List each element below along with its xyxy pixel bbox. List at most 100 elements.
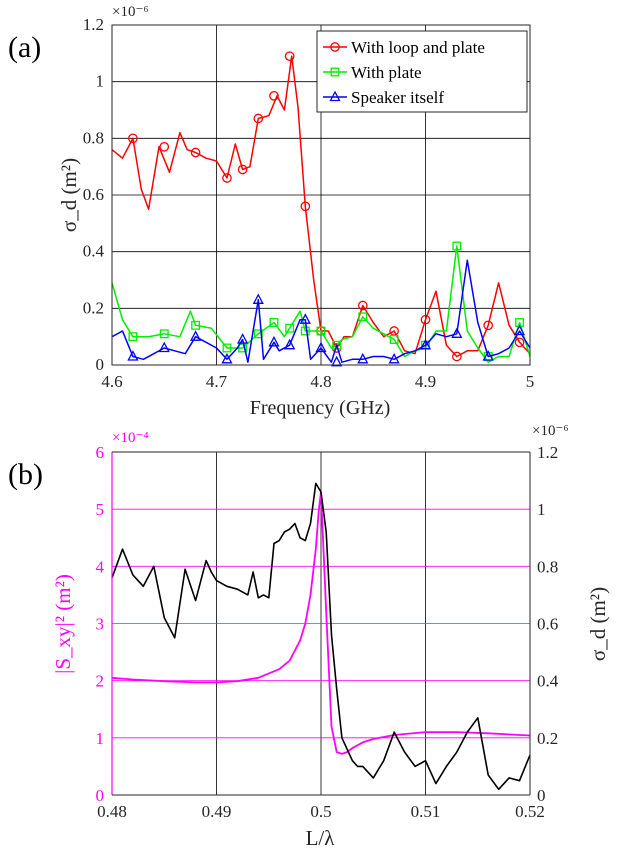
- y-tick-label: 1.2: [83, 15, 104, 34]
- y-right-multiplier: ×10⁻⁶: [532, 423, 569, 439]
- y-tick-label: 0.4: [83, 242, 105, 261]
- legend-entry: Speaker itself: [351, 88, 444, 107]
- legend-marker: [330, 67, 340, 77]
- x-tick-label: 0.51: [411, 802, 441, 821]
- y-axis-label: σ_d (m²): [57, 158, 81, 232]
- data-point: [222, 343, 232, 353]
- data-point: [316, 326, 326, 336]
- data-point: [331, 355, 343, 367]
- data-point: [222, 173, 232, 183]
- panel-label-b: (b): [8, 458, 43, 491]
- data-point: [357, 300, 368, 311]
- legend-box: [316, 30, 528, 113]
- y-left-multiplier: ×10⁻⁴: [112, 430, 149, 446]
- data-point: [221, 352, 233, 364]
- y-tick-label: 0.2: [83, 298, 104, 317]
- data-point: [128, 133, 138, 144]
- y-left-tick-label: 4: [96, 557, 105, 576]
- y-tick-label: 1: [96, 72, 105, 91]
- data-point: [300, 201, 311, 212]
- y-tick-label: 0.6: [83, 185, 104, 204]
- y-multiplier: ×10⁻⁶: [112, 4, 149, 20]
- data-point: [158, 341, 170, 353]
- y-left-tick-label: 6: [96, 443, 105, 462]
- data-point: [451, 351, 462, 362]
- x-tick-label: 4.7: [206, 372, 228, 391]
- data-point: [332, 340, 342, 350]
- panel-label-a: (a): [8, 31, 41, 64]
- data-point: [388, 352, 400, 364]
- series-line: [111, 55, 531, 358]
- legend-marker: [330, 42, 340, 52]
- data-point: [358, 312, 368, 322]
- data-point: [482, 350, 494, 361]
- x-tick-label: 4.8: [310, 372, 331, 391]
- data-point: [285, 323, 295, 333]
- x-tick-label: 0.49: [202, 802, 232, 821]
- sigma-d-curve: [111, 482, 531, 791]
- y-right-tick-label: 1.2: [537, 443, 558, 462]
- data-point: [513, 324, 526, 336]
- data-point: [191, 320, 201, 330]
- data-point: [299, 313, 311, 324]
- y-right-tick-label: 1: [537, 500, 546, 519]
- y-left-tick-label: 0: [96, 786, 105, 805]
- legend-marker: [329, 90, 341, 102]
- data-point: [300, 326, 310, 336]
- data-point: [159, 329, 169, 339]
- data-point: [315, 341, 327, 353]
- data-point: [238, 343, 248, 353]
- data-point: [483, 320, 494, 331]
- y-right-tick-label: 0.6: [537, 615, 558, 634]
- data-point: [452, 241, 462, 251]
- sxy-curve: [111, 491, 531, 755]
- data-point: [159, 141, 170, 152]
- legend-entry: With loop and plate: [351, 38, 485, 57]
- x-axis-label: Frequency (GHz): [250, 397, 391, 419]
- y-left-tick-label: 5: [96, 500, 105, 519]
- data-point: [237, 164, 248, 175]
- data-point: [190, 330, 202, 341]
- y-right-tick-label: 0.4: [537, 672, 559, 691]
- data-point: [237, 333, 249, 344]
- data-point: [419, 338, 432, 350]
- data-point: [268, 335, 280, 347]
- data-point: [420, 314, 431, 325]
- data-point: [284, 338, 296, 350]
- y-right-axis-label: σ_d (m²): [586, 587, 610, 661]
- y-left-tick-label: 3: [96, 615, 105, 634]
- x-axis-label: L/λ: [306, 826, 336, 850]
- y-tick-label: 0.8: [83, 128, 104, 147]
- y-right-tick-label: 0.8: [537, 557, 558, 576]
- legend: With loop and plate With plate Speaker its…: [316, 30, 528, 113]
- data-point: [253, 329, 263, 339]
- x-tick-label: 5: [526, 372, 535, 391]
- data-point: [269, 318, 279, 327]
- panel-b: 0.48 0.49 0.5 0.51 0.52012345600.20.40.60.81…: [8, 423, 610, 850]
- panel-a: 4.6 4.7 4.8 4.9 5 0 0.2 0.4 0.6 0.8 1 1.2 ×10⁻⁶ Frequ…: [8, 4, 534, 419]
- x-tick-label: 0.5: [310, 802, 331, 821]
- data-point: [190, 147, 201, 158]
- y-right-tick-label: 0: [537, 786, 546, 805]
- x-tick-label: 4.6: [101, 372, 122, 391]
- x-tick-label: 0.48: [97, 802, 127, 821]
- y-right-tick-label: 0.2: [537, 729, 558, 748]
- data-point: [514, 337, 525, 348]
- axes-box-a: [111, 24, 531, 366]
- data-point: [389, 335, 399, 344]
- data-point: [253, 113, 264, 124]
- data-point: [269, 90, 279, 101]
- data-point: [252, 293, 264, 304]
- data-point: [451, 327, 463, 338]
- data-point: [357, 352, 369, 364]
- y-left-tick-label: 2: [96, 672, 105, 691]
- data-point: [128, 332, 138, 342]
- data-point: [284, 51, 295, 62]
- data-point: [127, 350, 139, 361]
- x-tick-label: 4.9: [415, 372, 436, 391]
- y-tick-label: 0: [96, 355, 105, 374]
- y-left-axis-label: |S_xy|² (m²): [51, 574, 75, 674]
- y-left-tick-label: 1: [96, 729, 105, 748]
- x-tick-label: 0.52: [515, 802, 545, 821]
